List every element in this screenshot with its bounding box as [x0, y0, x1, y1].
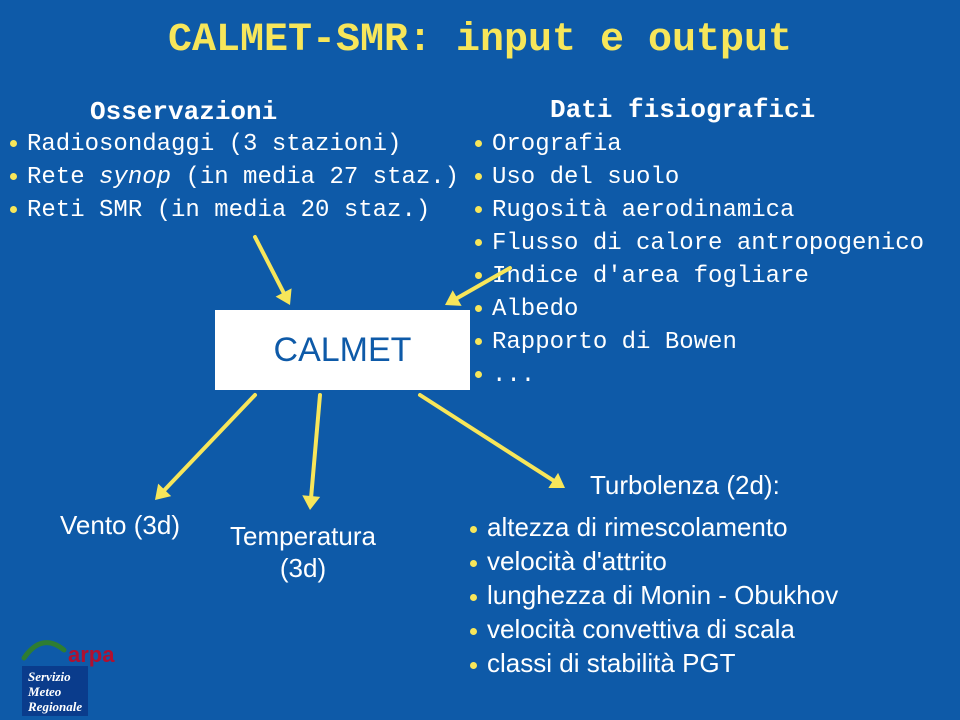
list-text: Reti SMR (in media 20 staz.): [27, 197, 430, 224]
list-text: (in media 27 staz.): [185, 164, 459, 191]
bullet-icon: [475, 338, 482, 345]
output-temperatura: Temperatura (3d): [230, 520, 376, 584]
osservazioni-item: Rete synop (in media 27 staz.): [10, 161, 459, 194]
list-text: velocità convettiva di scala: [487, 614, 795, 644]
list-text: Flusso di calore antropogenico: [492, 230, 924, 257]
calmet-box: CALMET: [215, 310, 470, 390]
list-text: classi di stabilità PGT: [487, 648, 736, 678]
list-text: Rapporto di Bowen: [492, 329, 737, 356]
bullet-icon: [470, 560, 477, 567]
logo-arc-icon: [20, 636, 68, 662]
slide-title: CALMET-SMR: input e output: [0, 18, 960, 63]
list-text: Orografia: [492, 131, 622, 158]
dati-list: Orografia Uso del suolo Rugosità aerodinam…: [475, 128, 924, 392]
logo-arpa-text: arpa: [68, 642, 114, 668]
calmet-label: CALMET: [274, 331, 412, 369]
bullet-icon: [475, 371, 482, 378]
logo-smr-l2: Meteo: [28, 684, 61, 699]
bullet-icon: [470, 594, 477, 601]
turbolenza-header: Turbolenza (2d):: [590, 470, 780, 501]
list-text: altezza di rimescolamento: [487, 512, 788, 542]
dati-item: Rugosità aerodinamica: [475, 194, 924, 227]
list-text-italic: synop: [99, 164, 185, 191]
osservazioni-item: Reti SMR (in media 20 staz.): [10, 194, 459, 227]
turbolenza-item: velocità d'attrito: [470, 544, 838, 578]
osservazioni-header: Osservazioni: [90, 97, 277, 127]
output-vento: Vento (3d): [60, 510, 180, 541]
bullet-icon: [475, 173, 482, 180]
output-temperatura-l1: Temperatura: [230, 521, 376, 551]
list-text: Uso del suolo: [492, 164, 679, 191]
bullet-icon: [10, 173, 17, 180]
bullet-icon: [470, 662, 477, 669]
list-text: Rete: [27, 164, 99, 191]
list-text: Radiosondaggi (3 stazioni): [27, 131, 401, 158]
bullet-icon: [475, 305, 482, 312]
turbolenza-list: altezza di rimescolamento velocità d'attr…: [470, 510, 838, 680]
dati-item: Uso del suolo: [475, 161, 924, 194]
bullet-icon: [475, 272, 482, 279]
bullet-icon: [10, 206, 17, 213]
turbolenza-item: classi di stabilità PGT: [470, 646, 838, 680]
logo-smr-l3: Regionale: [28, 699, 82, 714]
list-text: Indice d'area fogliare: [492, 263, 809, 290]
dati-item: ...: [475, 359, 924, 392]
bullet-icon: [470, 526, 477, 533]
turbolenza-item: lunghezza di Monin - Obukhov: [470, 578, 838, 612]
bullet-icon: [475, 140, 482, 147]
turbolenza-item: altezza di rimescolamento: [470, 510, 838, 544]
turbolenza-item: velocità convettiva di scala: [470, 612, 838, 646]
bullet-icon: [475, 239, 482, 246]
dati-item: Orografia: [475, 128, 924, 161]
logo: arpa Servizio Meteo Regionale: [20, 644, 200, 704]
list-text: Albedo: [492, 296, 578, 323]
list-text: lunghezza di Monin - Obukhov: [487, 580, 838, 610]
logo-smr-text: Servizio Meteo Regionale: [22, 666, 88, 716]
dati-item: Rapporto di Bowen: [475, 326, 924, 359]
list-text: ...: [492, 362, 535, 389]
bullet-icon: [475, 206, 482, 213]
osservazioni-list: Radiosondaggi (3 stazioni) Rete synop (in…: [10, 128, 459, 227]
dati-item: Albedo: [475, 293, 924, 326]
osservazioni-item: Radiosondaggi (3 stazioni): [10, 128, 459, 161]
dati-item: Indice d'area fogliare: [475, 260, 924, 293]
list-text: Rugosità aerodinamica: [492, 197, 794, 224]
bullet-icon: [470, 628, 477, 635]
dati-header: Dati fisiografici: [550, 95, 815, 125]
list-text: velocità d'attrito: [487, 546, 667, 576]
bullet-icon: [10, 140, 17, 147]
dati-item: Flusso di calore antropogenico: [475, 227, 924, 260]
logo-smr-l1: Servizio: [28, 669, 71, 684]
output-temperatura-l2: (3d): [280, 553, 326, 583]
slide: CALMET-SMR: input e output Osservazioni …: [0, 0, 960, 720]
